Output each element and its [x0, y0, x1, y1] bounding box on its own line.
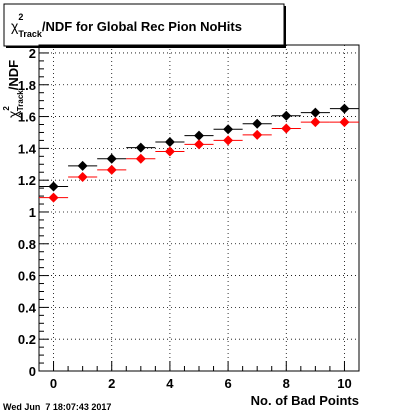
- series-1: [39, 117, 359, 203]
- y-tick-label: 2: [29, 46, 36, 61]
- data-point: [339, 117, 350, 128]
- grid: [39, 45, 359, 372]
- x-tick-label: 6: [224, 376, 231, 391]
- y-tick-label: 1.8: [18, 78, 36, 93]
- ylabel-rest: /NDF: [6, 60, 21, 90]
- series-0: [39, 103, 359, 192]
- ylabel-superscript: 2: [2, 106, 11, 111]
- y-tick-label: 0.4: [18, 300, 37, 315]
- x-tick-label: 10: [337, 376, 351, 391]
- data-point: [281, 123, 292, 134]
- title-box-shadow-bottom: [6, 46, 286, 48]
- data-point: [223, 135, 234, 146]
- data-point: [223, 124, 234, 135]
- y-tick-label: 1: [29, 205, 36, 220]
- data-point: [164, 146, 175, 157]
- data-point: [106, 164, 117, 175]
- data-point: [194, 130, 204, 141]
- title-box-shadow-right: [284, 6, 286, 48]
- title-rest: /NDF for Global Rec Pion NoHits: [42, 19, 242, 34]
- data-point: [135, 142, 146, 153]
- data-point: [77, 160, 88, 171]
- title-subscript: Track: [18, 29, 43, 39]
- y-tick-label: 1.2: [18, 173, 36, 188]
- data-point: [48, 181, 59, 192]
- data-point: [339, 103, 350, 114]
- x-axis-label: No. of Bad Points: [251, 393, 359, 408]
- data-point: [48, 192, 59, 203]
- title-chi-symbol: χ: [11, 18, 19, 34]
- data-point: [310, 117, 321, 128]
- data-point: [77, 171, 88, 182]
- ylabel-subscript: Track: [16, 90, 25, 111]
- chart-title: χ2 Track/NDF for Global Rec Pion NoHits: [11, 12, 242, 39]
- data-series: [39, 103, 359, 203]
- data-point: [252, 118, 263, 129]
- y-tick-label: 0.6: [18, 269, 36, 284]
- title-superscript: 2: [18, 12, 23, 22]
- title-box: [3, 3, 285, 47]
- timestamp: Wed Jun 7 18:07:43 2017: [3, 402, 111, 412]
- data-point: [194, 139, 204, 150]
- plot-frame: [38, 44, 360, 372]
- axes: 0 2 4 6 8 10 0 0.2 0.4 0.6 0.8 1 1.2 1.4 1.6 1.8 2: [18, 46, 352, 391]
- y-tick-label: 0.8: [18, 237, 36, 252]
- y-tick-label: 0: [29, 364, 36, 379]
- y-tick-label: 1.4: [18, 141, 37, 156]
- y-tick-label: 0.2: [18, 332, 36, 347]
- data-point: [310, 107, 321, 118]
- data-point: [164, 137, 175, 148]
- x-tick-label: 2: [108, 376, 115, 391]
- x-tick-label: 0: [50, 376, 57, 391]
- x-tick-label: 8: [283, 376, 290, 391]
- x-tick-label: 4: [166, 376, 174, 391]
- ylabel-chi-symbol: χ: [5, 110, 21, 118]
- y-tick-label: 1.6: [18, 110, 36, 125]
- data-point: [106, 153, 117, 164]
- data-point: [281, 110, 292, 121]
- data-point: [252, 129, 263, 140]
- y-axis-label: χ2 Track/NDF: [2, 60, 25, 118]
- data-point: [135, 153, 146, 164]
